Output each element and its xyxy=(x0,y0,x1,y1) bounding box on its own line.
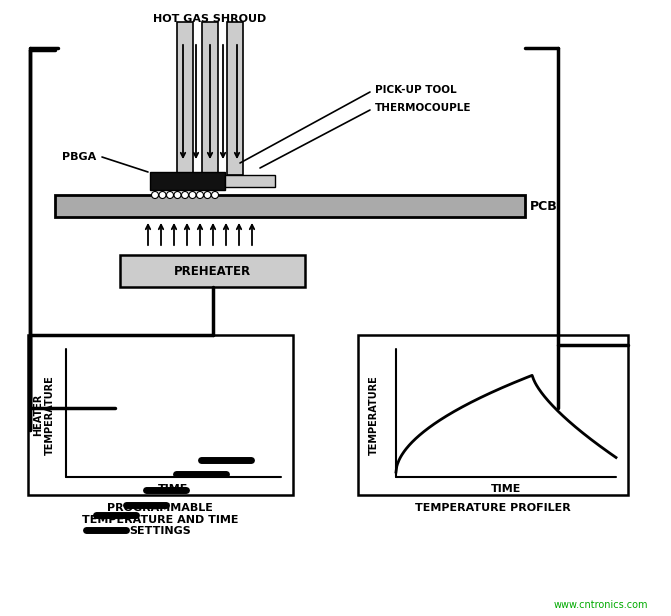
Text: PCB: PCB xyxy=(530,200,558,213)
Text: PICK-UP TOOL: PICK-UP TOOL xyxy=(375,85,457,95)
Text: TIME: TIME xyxy=(158,484,188,494)
Bar xyxy=(150,172,225,190)
Circle shape xyxy=(189,192,196,198)
Circle shape xyxy=(197,192,203,198)
Circle shape xyxy=(181,192,189,198)
Text: TIME: TIME xyxy=(491,484,521,494)
Text: PROGRAMMABLE
TEMPERATURE AND TIME
SETTINGS: PROGRAMMABLE TEMPERATURE AND TIME SETTIN… xyxy=(82,503,238,536)
Bar xyxy=(225,175,275,187)
Text: www.cntronics.com: www.cntronics.com xyxy=(554,600,648,610)
Circle shape xyxy=(204,192,211,198)
Text: PBGA: PBGA xyxy=(62,152,96,162)
Circle shape xyxy=(166,192,174,198)
Circle shape xyxy=(152,192,158,198)
Bar xyxy=(227,22,243,175)
Bar xyxy=(28,335,293,495)
Text: HEATER
TEMPERATURE: HEATER TEMPERATURE xyxy=(33,375,55,455)
Circle shape xyxy=(211,192,219,198)
Bar xyxy=(120,255,305,287)
Text: TEMPERATURE PROFILER: TEMPERATURE PROFILER xyxy=(415,503,571,513)
Bar xyxy=(202,22,218,175)
Text: THERMOCOUPLE: THERMOCOUPLE xyxy=(375,103,472,113)
Circle shape xyxy=(159,192,166,198)
Bar xyxy=(55,195,525,217)
Text: HOT GAS SHROUD: HOT GAS SHROUD xyxy=(154,14,266,24)
Text: PREHEATER: PREHEATER xyxy=(173,264,250,277)
Text: TEMPERATURE: TEMPERATURE xyxy=(369,375,379,455)
Bar xyxy=(177,22,193,175)
Circle shape xyxy=(174,192,181,198)
Bar xyxy=(358,335,628,495)
